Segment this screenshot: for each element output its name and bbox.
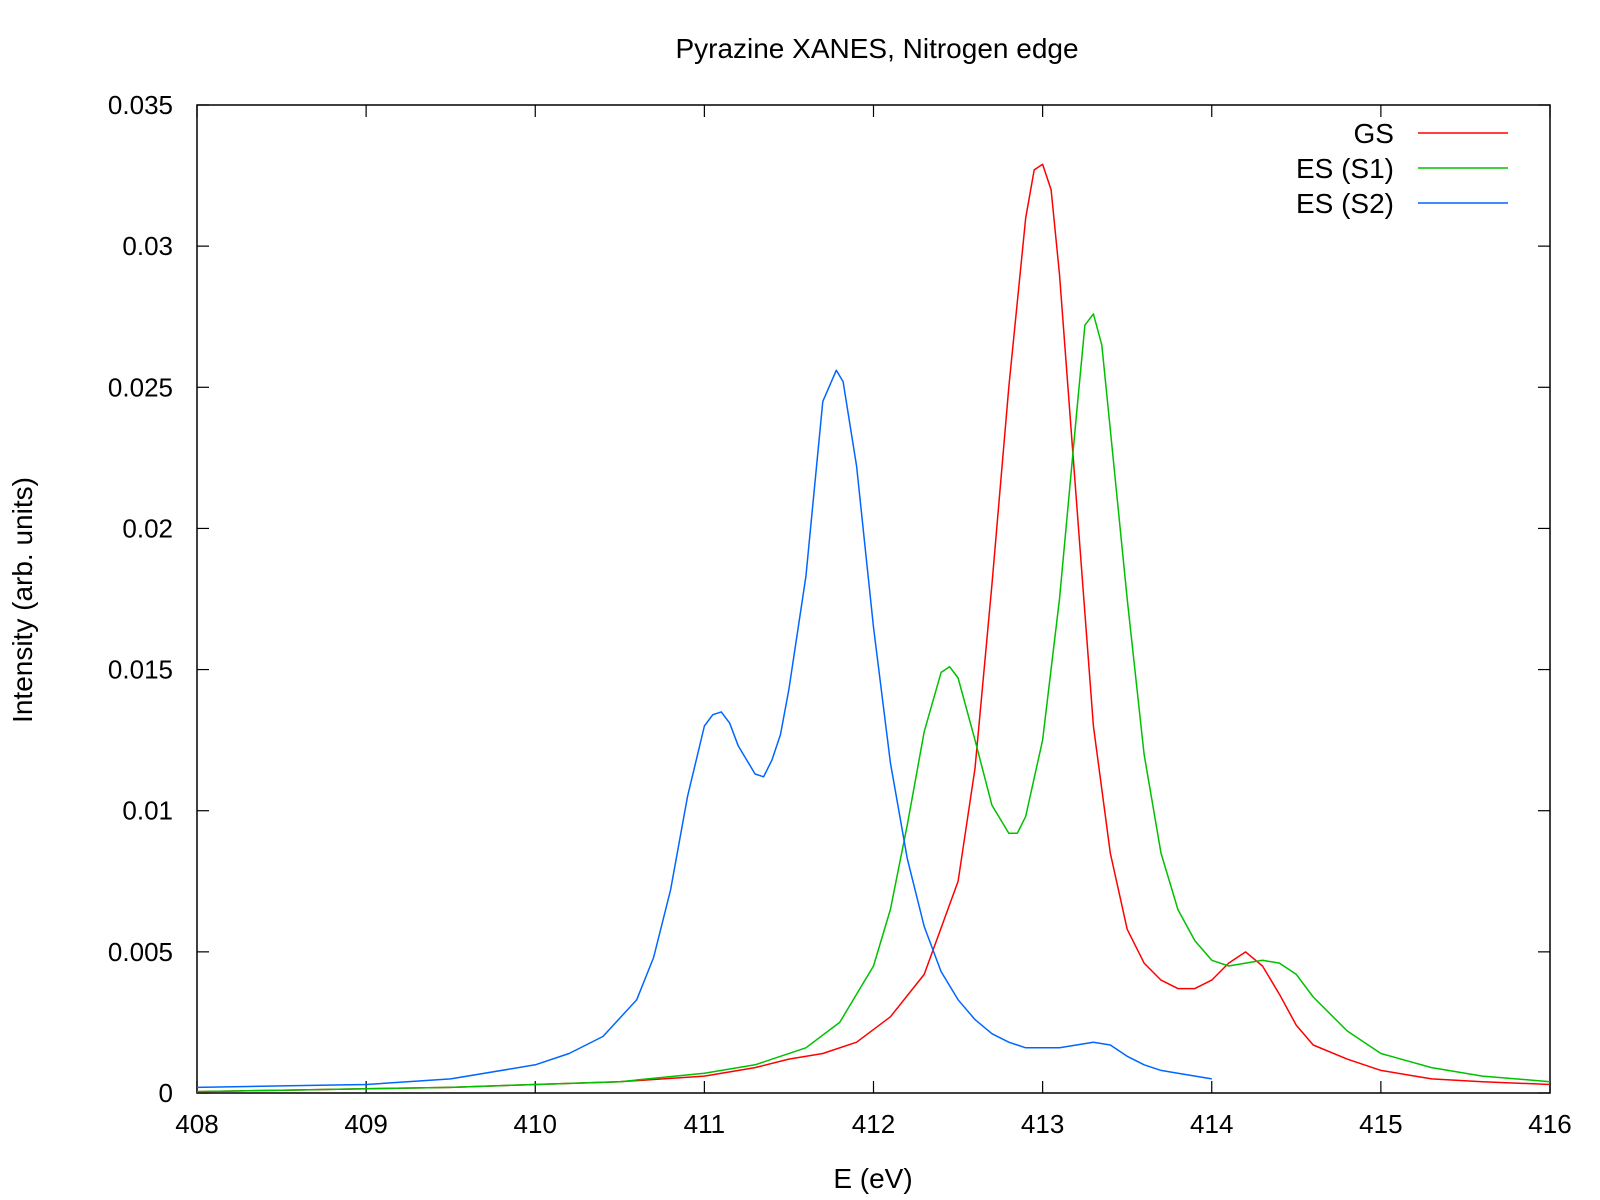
x-tick-label: 415 <box>1359 1109 1402 1139</box>
x-tick-label: 416 <box>1528 1109 1571 1139</box>
y-tick-label: 0.02 <box>122 513 173 543</box>
y-tick-label: 0 <box>159 1078 173 1108</box>
series-line-1 <box>196 313 1551 1093</box>
x-tick-label: 414 <box>1190 1109 1233 1139</box>
legend-label-1: ES (S1) <box>1296 153 1394 184</box>
legend-label-0: GS <box>1354 118 1394 149</box>
x-tick-label: 409 <box>344 1109 387 1139</box>
x-tick-label: 411 <box>684 1109 725 1139</box>
x-axis-title: E (eV) <box>833 1163 912 1194</box>
legend: GS ES (S1) ES (S2) <box>1296 118 1508 219</box>
y-axis-title: Intensity (arb. units) <box>7 477 38 723</box>
y-tick-label: 0.01 <box>122 796 173 826</box>
y-tick-label: 0.03 <box>122 231 173 261</box>
y-tick-label: 0.015 <box>108 655 173 685</box>
plot-frame <box>196 104 1551 1094</box>
x-tick-label: 412 <box>852 1109 895 1139</box>
series-line-0 <box>196 163 1551 1093</box>
y-tick-label: 0.025 <box>108 372 173 402</box>
y-tick-label: 0.035 <box>108 90 173 120</box>
legend-label-2: ES (S2) <box>1296 188 1394 219</box>
series-line-2 <box>196 369 1212 1089</box>
series-lines <box>196 163 1551 1093</box>
chart-title: Pyrazine XANES, Nitrogen edge <box>675 33 1078 64</box>
x-tick-label: 413 <box>1021 1109 1064 1139</box>
x-tick-label: 408 <box>175 1109 218 1139</box>
y-tick-label: 0.005 <box>108 937 173 967</box>
axis-ticks: 408 409 410 411 412 413 414 415 416 0 0.005 0.01 0.0… <box>108 90 1572 1139</box>
x-tick-label: 410 <box>514 1109 557 1139</box>
